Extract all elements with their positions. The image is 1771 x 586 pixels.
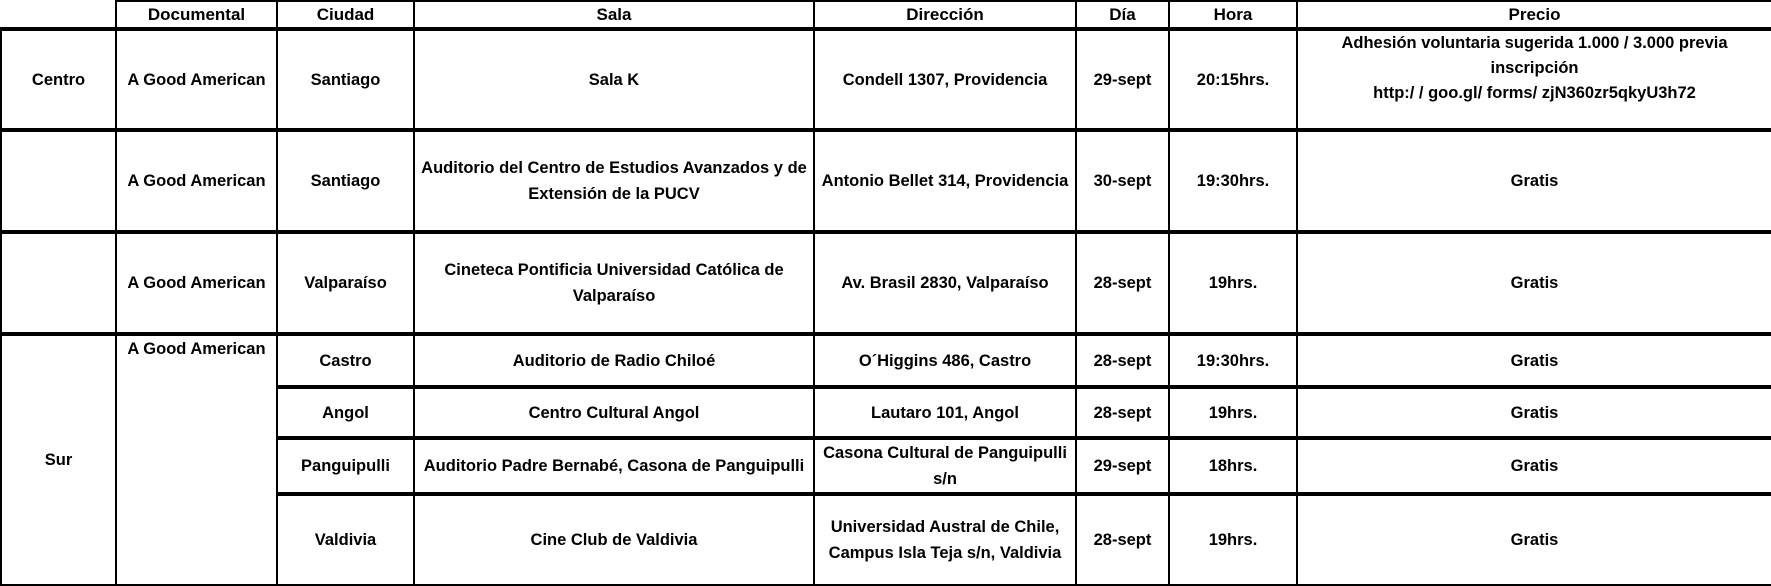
- sala-cell: Sala K: [413, 28, 815, 131]
- ciudad-cell: Panguipulli: [276, 436, 415, 495]
- ciudad-cell: Valparaíso: [276, 230, 415, 335]
- header-dia: Día: [1075, 0, 1170, 31]
- table-row: A Good American Valparaíso Cineteca Pont…: [0, 230, 1771, 335]
- table-row: Sur A Good American Castro Auditorio de …: [0, 332, 1771, 586]
- precio-cell: Gratis: [1296, 436, 1771, 495]
- hora-cell: 19hrs.: [1168, 492, 1298, 586]
- header-zona: [1, 1, 117, 31]
- header-sala: Sala: [413, 0, 815, 31]
- precio-cell: Adhesión voluntaria sugerida 1.000 / 3.0…: [1296, 28, 1771, 131]
- dia-cell: 29-sept: [1075, 28, 1170, 131]
- zona-cell: Sur: [0, 332, 117, 586]
- ciudad-cell: Valdivia: [276, 492, 415, 586]
- sala-cell: Auditorio de Radio Chiloé: [413, 332, 815, 388]
- dia-cell: 28-sept: [1075, 492, 1170, 586]
- precio-text: Adhesión voluntaria sugerida 1.000 / 3.0…: [1341, 34, 1728, 77]
- header-row: Documental Ciudad Sala Dirección Día Hor…: [1, 0, 1771, 31]
- zona-cell: [0, 128, 117, 233]
- dia-cell: 29-sept: [1075, 436, 1170, 495]
- direccion-cell: Casona Cultural de Panguipulli s/n: [813, 436, 1077, 495]
- table-row: A Good American Santiago Auditorio del C…: [0, 128, 1771, 233]
- precio-cell: Gratis: [1296, 332, 1771, 388]
- ciudad-cell: Santiago: [276, 28, 415, 131]
- documental-cell: A Good American: [115, 28, 278, 131]
- header-documental: Documental: [115, 0, 278, 31]
- hora-cell: 20:15hrs.: [1168, 28, 1298, 131]
- dia-cell: 28-sept: [1075, 230, 1170, 335]
- registration-link[interactable]: http:/ / goo.gl/ forms/ zjN360zr5qkyU3h7…: [1373, 84, 1696, 102]
- hora-cell: 19:30hrs.: [1168, 128, 1298, 233]
- precio-cell: Gratis: [1296, 230, 1771, 335]
- ciudad-cell: Castro: [276, 332, 415, 388]
- documental-cell: A Good American: [115, 230, 278, 335]
- precio-cell: Gratis: [1296, 385, 1771, 439]
- hora-cell: 19hrs.: [1168, 230, 1298, 335]
- precio-cell: Gratis: [1296, 492, 1771, 586]
- header-direccion: Dirección: [813, 0, 1077, 31]
- documental-cell: A Good American: [115, 128, 278, 233]
- dia-cell: 30-sept: [1075, 128, 1170, 233]
- direccion-cell: Condell 1307, Providencia: [813, 28, 1077, 131]
- documental-cell: A Good American: [115, 332, 278, 586]
- dia-cell: 28-sept: [1075, 332, 1170, 388]
- header-precio: Precio: [1296, 0, 1771, 31]
- ciudad-cell: Santiago: [276, 128, 415, 233]
- direccion-cell: O´Higgins 486, Castro: [813, 332, 1077, 388]
- precio-cell: Gratis: [1296, 128, 1771, 233]
- ciudad-cell: Angol: [276, 385, 415, 439]
- hora-cell: 18hrs.: [1168, 436, 1298, 495]
- direccion-cell: Universidad Austral de Chile, Campus Isl…: [813, 492, 1077, 586]
- sala-cell: Cineteca Pontificia Universidad Católica…: [413, 230, 815, 335]
- table-row: Panguipulli Auditorio Padre Bernabé, Cas…: [1, 436, 1771, 495]
- zona-cell: [0, 230, 117, 335]
- direccion-cell: Antonio Bellet 314, Providencia: [813, 128, 1077, 233]
- direccion-cell: Lautaro 101, Angol: [813, 385, 1077, 439]
- table-row: Angol Centro Cultural Angol Lautaro 101,…: [1, 385, 1771, 439]
- sala-cell: Auditorio del Centro de Estudios Avanzad…: [413, 128, 815, 233]
- sala-cell: Auditorio Padre Bernabé, Casona de Pangu…: [413, 436, 815, 495]
- direccion-cell: Av. Brasil 2830, Valparaíso: [813, 230, 1077, 335]
- hora-cell: 19hrs.: [1168, 385, 1298, 439]
- sala-cell: Cine Club de Valdivia: [413, 492, 815, 586]
- hora-cell: 19:30hrs.: [1168, 332, 1298, 388]
- table-row: Centro A Good American Santiago Sala K C…: [0, 28, 1771, 131]
- header-hora: Hora: [1168, 0, 1298, 31]
- dia-cell: 28-sept: [1075, 385, 1170, 439]
- header-ciudad: Ciudad: [276, 0, 415, 31]
- sala-cell: Centro Cultural Angol: [413, 385, 815, 439]
- zona-cell: Centro: [0, 28, 117, 131]
